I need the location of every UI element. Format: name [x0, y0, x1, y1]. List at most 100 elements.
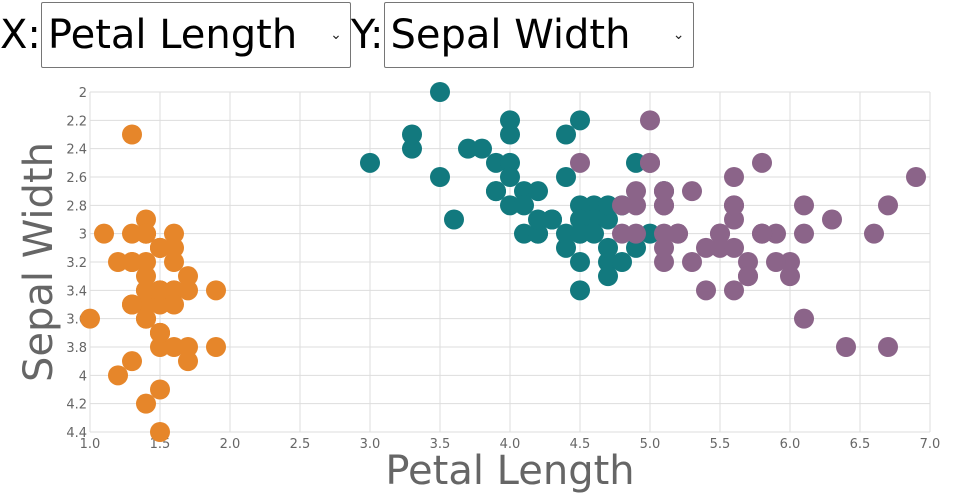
data-point — [528, 223, 548, 244]
data-point — [178, 280, 198, 301]
data-point — [682, 252, 702, 272]
data-point — [570, 110, 590, 131]
data-point — [164, 237, 184, 258]
y-tick-label: 3.2 — [66, 256, 87, 271]
data-point — [570, 280, 590, 301]
data-point — [136, 280, 156, 301]
data-point — [822, 209, 842, 230]
data-point — [598, 252, 618, 272]
data-point — [164, 294, 184, 315]
x-tick-label: 2.0 — [220, 437, 241, 452]
y-tick-label: 3.8 — [66, 341, 87, 356]
x-axis-select[interactable]: Petal Length ⌄ — [40, 2, 351, 68]
data-point — [150, 237, 170, 258]
data-point — [500, 167, 520, 187]
x-tick-label: 5.5 — [710, 437, 731, 452]
data-point — [150, 294, 170, 315]
data-point — [640, 152, 660, 173]
data-point — [514, 195, 534, 216]
data-point — [738, 252, 758, 272]
data-point — [178, 337, 198, 357]
data-point — [570, 195, 590, 216]
y-axis-select[interactable]: Sepal Width ⌄ — [383, 2, 694, 68]
data-point — [122, 124, 142, 145]
data-point — [500, 110, 520, 131]
data-point — [136, 266, 156, 287]
data-point — [402, 138, 422, 159]
data-point — [654, 252, 674, 272]
data-point — [626, 195, 646, 216]
data-point — [612, 252, 632, 272]
data-point — [766, 223, 786, 244]
data-point — [514, 181, 534, 202]
data-point — [738, 266, 758, 287]
data-point — [682, 181, 702, 202]
data-point — [598, 266, 618, 287]
data-point — [164, 280, 184, 301]
data-point — [906, 167, 926, 187]
data-point — [472, 138, 492, 159]
data-point — [206, 337, 226, 357]
data-point — [878, 337, 898, 357]
y-tick-label: 2 — [79, 86, 87, 101]
data-point — [500, 152, 520, 173]
data-point — [164, 223, 184, 244]
x-tick-label: 7.0 — [920, 437, 941, 452]
data-point — [598, 195, 618, 216]
data-point — [178, 266, 198, 287]
data-point — [584, 223, 604, 244]
data-point — [458, 138, 478, 159]
data-point — [80, 308, 100, 329]
axis-controls: X: Petal Length ⌄ Y: Sepal Width ⌄ — [0, 0, 694, 70]
data-point — [766, 252, 786, 272]
data-point — [626, 223, 646, 244]
data-point — [136, 223, 156, 244]
data-point — [654, 195, 674, 216]
data-point — [150, 280, 170, 301]
x-tick-label: 3.5 — [430, 437, 451, 452]
data-point — [500, 124, 520, 145]
data-point — [878, 195, 898, 216]
data-point — [150, 422, 170, 442]
data-point — [486, 152, 506, 173]
x-axis-label: X: — [0, 12, 41, 58]
data-point — [654, 237, 674, 258]
y-tick-label: 2.2 — [66, 114, 87, 129]
data-point — [584, 209, 604, 230]
data-point — [486, 181, 506, 202]
chevron-down-icon: ⌄ — [672, 27, 685, 43]
data-point — [752, 152, 772, 173]
y-axis-title: Sepal Width — [16, 142, 62, 382]
data-point — [150, 379, 170, 400]
data-point — [710, 237, 730, 258]
y-tick-label: 4.4 — [66, 426, 87, 441]
data-point — [150, 322, 170, 343]
data-point — [752, 223, 772, 244]
data-point — [794, 223, 814, 244]
data-point — [724, 280, 744, 301]
data-point — [444, 209, 464, 230]
x-tick-label: 6.0 — [780, 437, 801, 452]
x-tick-label: 1.0 — [80, 437, 101, 452]
data-point — [626, 152, 646, 173]
data-point — [724, 237, 744, 258]
data-point — [654, 223, 674, 244]
data-point — [626, 237, 646, 258]
data-point — [556, 223, 576, 244]
x-tick-label: 2.5 — [290, 437, 311, 452]
y-tick-label: 2.8 — [66, 199, 87, 214]
x-tick-label: 4.0 — [500, 437, 521, 452]
x-axis-title: Petal Length — [385, 448, 634, 494]
data-point — [122, 252, 142, 272]
x-tick-label: 5.0 — [640, 437, 661, 452]
data-point — [136, 393, 156, 414]
x-tick-label: 1.5 — [150, 437, 171, 452]
y-tick-label: 4.2 — [66, 398, 87, 413]
data-point — [136, 252, 156, 272]
data-point — [122, 223, 142, 244]
y-axis-label: Y: — [350, 12, 384, 58]
data-point — [626, 181, 646, 202]
data-point — [94, 223, 114, 244]
x-axis-select-value: Petal Length — [47, 12, 298, 58]
data-point — [780, 266, 800, 287]
